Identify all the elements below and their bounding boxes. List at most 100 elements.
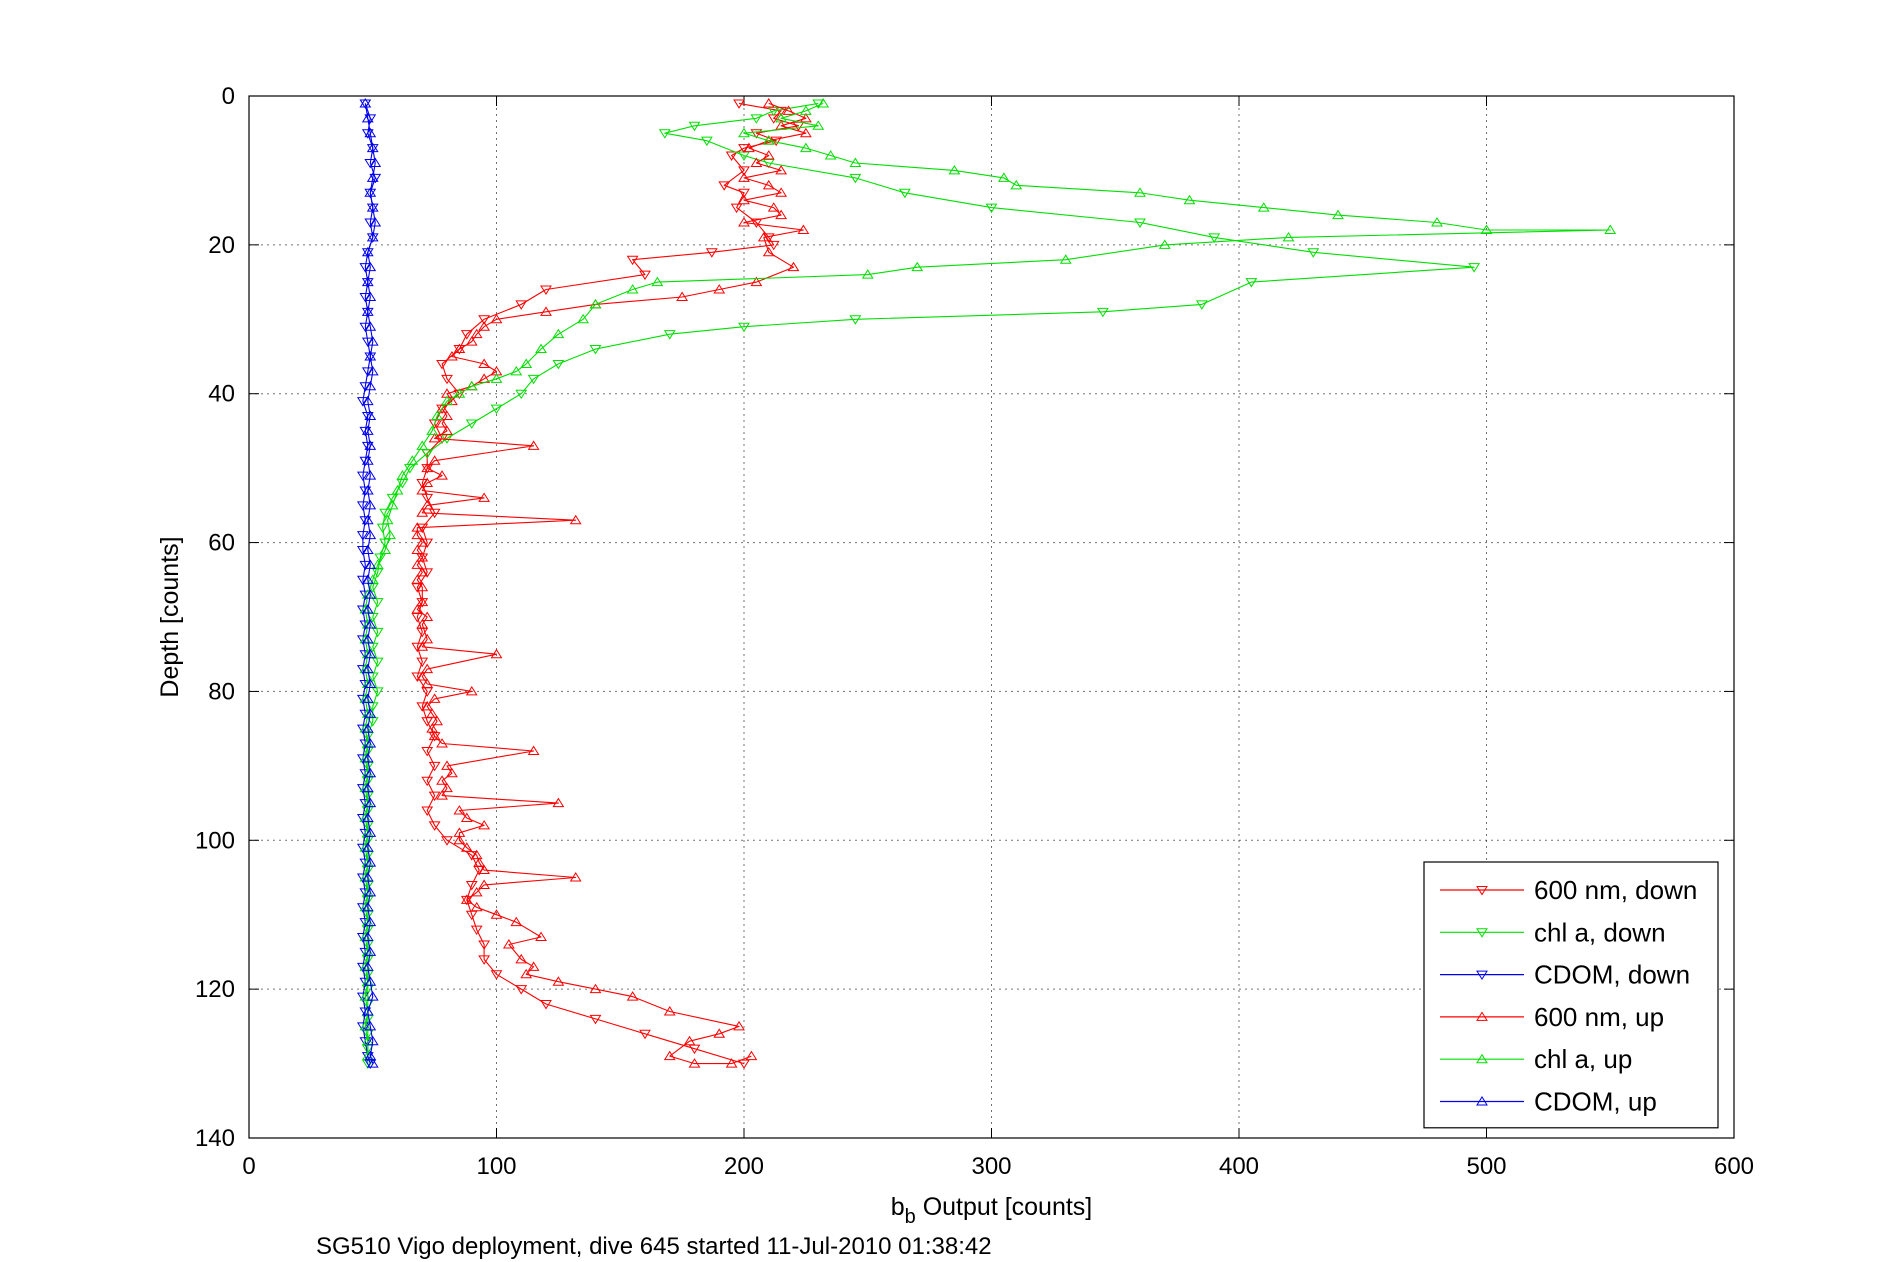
data-point-marker (1195, 300, 1208, 310)
data-point-marker (658, 129, 671, 139)
data-point-marker (626, 284, 639, 294)
data-point-marker (364, 946, 377, 956)
data-point-marker (421, 700, 434, 711)
data-point-marker (436, 790, 448, 800)
data-point-marker (371, 657, 384, 668)
data-point-marker (527, 374, 540, 385)
data-point-marker (416, 523, 429, 534)
data-point-marker (364, 261, 377, 272)
x-axis-label: bb Output [counts] (891, 1193, 1093, 1228)
data-point-marker (426, 723, 439, 733)
data-point-marker (361, 901, 374, 912)
data-point-marker (361, 112, 374, 123)
data-point-marker (364, 187, 377, 197)
data-point-marker (361, 842, 374, 852)
data-point-marker (527, 745, 540, 755)
data-point-marker (911, 261, 924, 272)
data-point-marker (738, 144, 750, 154)
series-line (416, 102, 807, 1065)
data-point-marker (1096, 307, 1109, 318)
data-point-marker (762, 150, 775, 160)
data-point-marker (384, 529, 396, 540)
data-point-marker (775, 164, 788, 175)
data-point-marker (356, 575, 369, 586)
data-point-marker (725, 1058, 738, 1068)
data-point-marker (651, 276, 664, 287)
data-point-marker (589, 345, 602, 355)
legend-label: 600 nm, down (1534, 875, 1697, 905)
data-point-marker (490, 404, 503, 415)
data-point-marker (470, 901, 483, 912)
data-point-marker (626, 255, 639, 266)
legend-marker-sample (1476, 928, 1488, 938)
data-point-marker (356, 546, 369, 556)
data-point-marker (465, 880, 478, 891)
data-point-marker (361, 248, 374, 258)
data-point-marker (364, 827, 377, 837)
data-point-marker (416, 671, 429, 681)
legend-label: chl a, up (1534, 1044, 1632, 1074)
y-tick-label: 100 (195, 827, 235, 854)
data-point-marker (436, 470, 448, 480)
legend: 600 nm, down chl a, down CDOM, down 600 nm,… (1423, 861, 1719, 1129)
data-point-marker (446, 351, 458, 361)
data-point-marker (478, 321, 491, 331)
data-point-marker (733, 99, 745, 109)
data-point-marker (364, 886, 377, 897)
data-point-marker (510, 365, 523, 376)
data-point-marker (540, 306, 552, 316)
data-point-marker (364, 380, 377, 391)
data-point-marker (490, 373, 503, 383)
data-point-marker (569, 514, 582, 525)
data-point-marker (361, 961, 374, 971)
data-point-marker (663, 1050, 676, 1061)
y-tick-label: 140 (195, 1125, 235, 1152)
data-point-marker (431, 410, 444, 421)
data-point-marker (364, 767, 377, 778)
data-point-marker (364, 352, 377, 362)
data-point-marker (520, 358, 533, 368)
data-point-marker (997, 172, 1010, 182)
data-point-marker (569, 872, 582, 882)
legend-marker-sample (1476, 970, 1488, 981)
legend-label: CDOM, down (1534, 960, 1690, 990)
data-point-marker (411, 672, 424, 682)
data-point-marker (730, 203, 743, 214)
data-point-marker (361, 395, 374, 406)
x-tick-label: 300 (971, 1153, 1011, 1180)
data-point-marker (364, 916, 377, 927)
data-point-marker (767, 202, 780, 212)
series-line (364, 103, 376, 1064)
data-point-marker (411, 642, 424, 653)
data-point-marker (515, 953, 528, 964)
data-point-marker (366, 231, 379, 242)
data-point-marker (663, 330, 676, 340)
data-point-marker (502, 939, 515, 949)
data-point-marker (371, 598, 384, 608)
x-tick-label: 200 (724, 1153, 764, 1180)
data-point-marker (436, 775, 448, 785)
data-point-marker (515, 985, 528, 995)
data-point-marker (364, 188, 377, 199)
data-point-marker (416, 507, 429, 517)
data-point-marker (411, 574, 424, 584)
data-point-marker (421, 568, 434, 578)
legend-label: chl a, down (1534, 917, 1666, 947)
data-point-marker (364, 351, 377, 361)
data-point-marker (436, 418, 448, 428)
data-point-marker (361, 723, 374, 733)
legend-entry: CDOM, down (1440, 960, 1690, 990)
legend-label: 600 nm, up (1534, 1002, 1664, 1032)
data-point-marker (361, 931, 374, 942)
data-point-marker (364, 857, 377, 867)
data-point-marker (453, 345, 466, 355)
data-point-marker (478, 492, 491, 502)
data-point-marker (478, 940, 491, 950)
data-point-marker (366, 142, 379, 153)
x-tick-label: 600 (1714, 1153, 1754, 1180)
data-point-marker (688, 121, 701, 132)
data-point-marker (775, 106, 788, 117)
data-point-marker (361, 485, 374, 495)
data-point-marker (421, 776, 434, 787)
